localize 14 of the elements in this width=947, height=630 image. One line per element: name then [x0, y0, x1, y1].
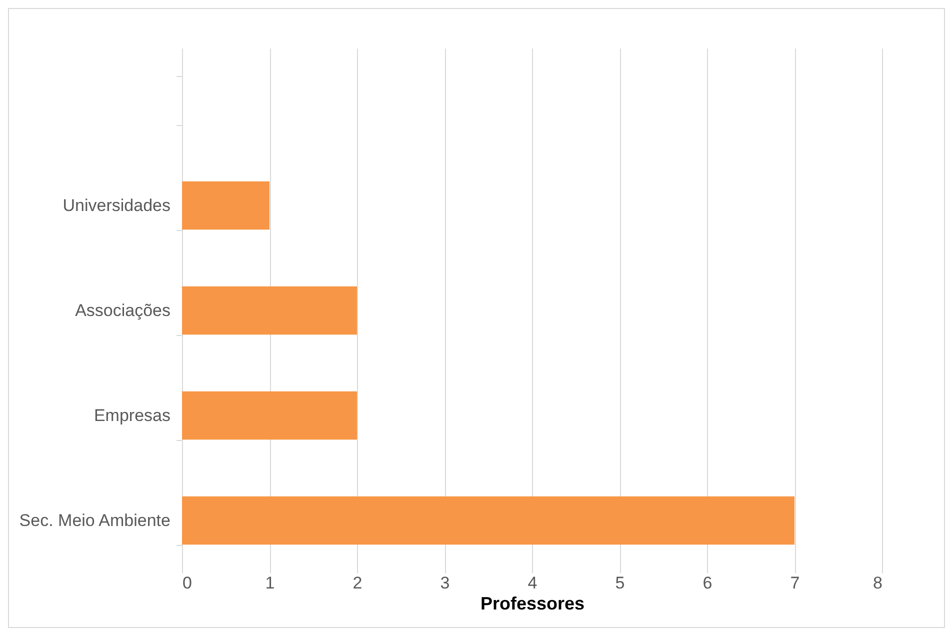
- x-tick-label: 8: [873, 574, 882, 592]
- y-tick-label: Empresas: [94, 406, 170, 425]
- y-tick-label: Sec. Meio Ambiente: [19, 511, 170, 530]
- y-tick-label: Universidades: [62, 196, 170, 215]
- x-tick-label: 2: [352, 574, 362, 592]
- y-tick-label: Associações: [75, 301, 170, 320]
- x-tick-label: 5: [615, 574, 625, 592]
- x-tick-label: 1: [265, 574, 275, 592]
- x-tick-label: 3: [440, 574, 450, 592]
- x-tick-label: 7: [790, 574, 800, 592]
- x-tick-label: 4: [528, 574, 538, 592]
- x-axis-title: Professores: [480, 594, 585, 614]
- x-tick-label: 6: [702, 574, 712, 592]
- x-tick-label: 0: [182, 574, 192, 592]
